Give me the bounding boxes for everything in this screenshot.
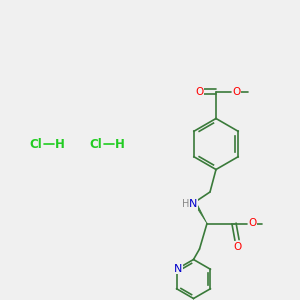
Text: O: O [195,86,204,97]
Text: H: H [55,137,65,151]
Text: Cl: Cl [30,137,42,151]
Text: H: H [115,137,125,151]
Text: O: O [233,242,241,251]
Text: H: H [182,199,189,209]
Text: N: N [174,264,182,274]
Text: O: O [248,218,256,229]
Text: Cl: Cl [90,137,102,151]
Text: O: O [232,86,241,97]
Text: N: N [189,199,198,209]
Polygon shape [196,202,207,224]
